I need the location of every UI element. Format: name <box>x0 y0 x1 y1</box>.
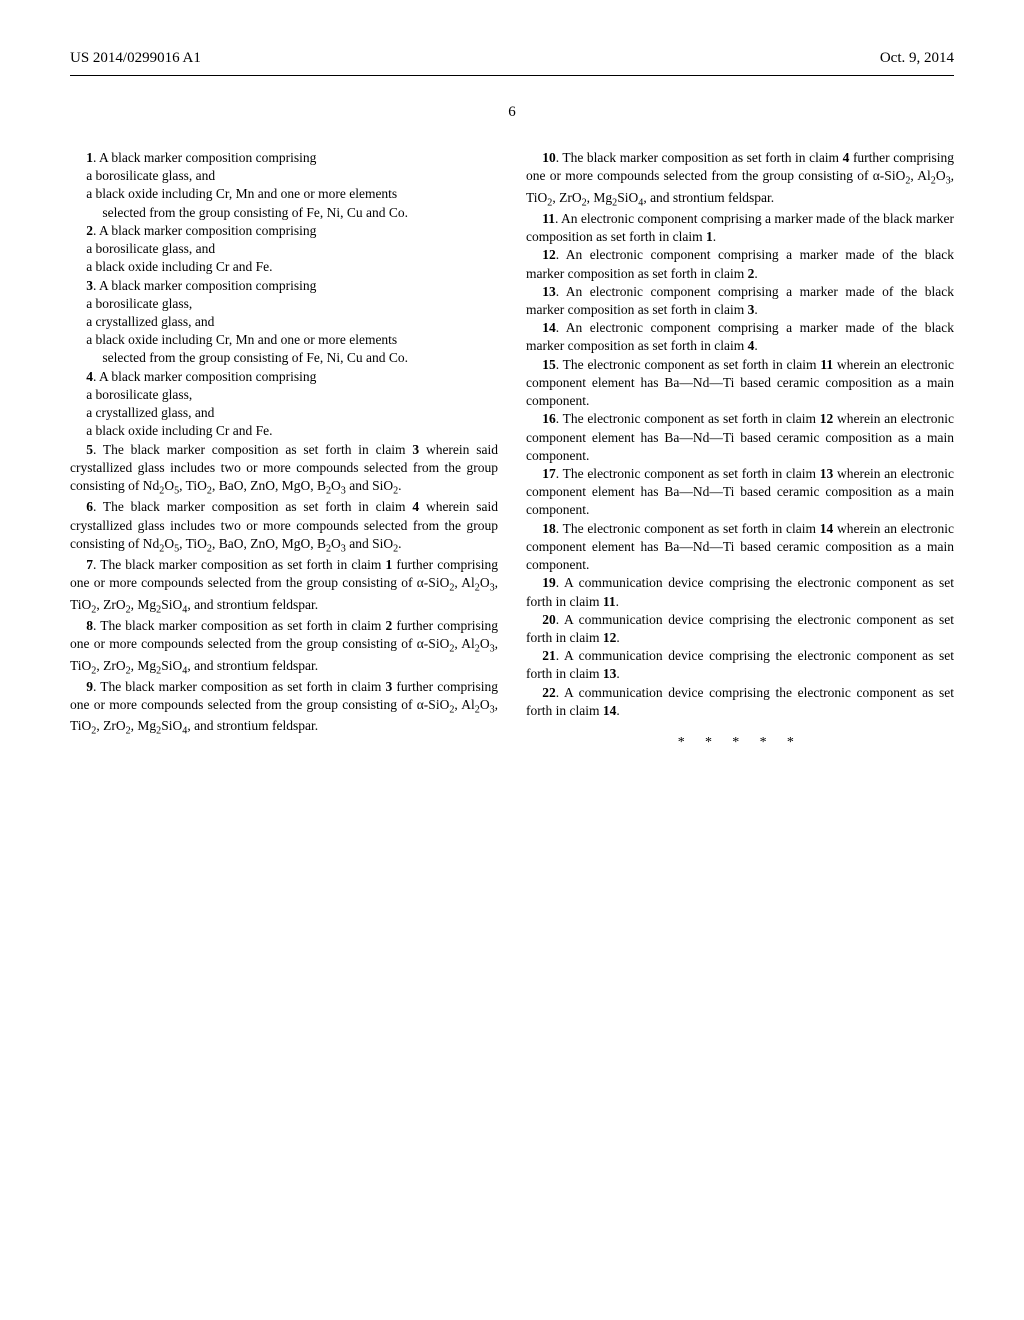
claim-text: a black oxide including Cr, Mn and one o… <box>70 185 498 203</box>
claim-text: 10. The black marker composition as set … <box>526 149 954 210</box>
claim-text: 19. A communication device comprising th… <box>526 574 954 610</box>
claim-text: 2. A black marker composition comprising <box>70 222 498 240</box>
page-number: 6 <box>70 104 954 121</box>
claim-text: a borosilicate glass, <box>70 386 498 404</box>
claim-text: a borosilicate glass, and <box>70 167 498 185</box>
publication-date: Oct. 9, 2014 <box>880 50 954 67</box>
end-marker: * * * * * <box>526 734 954 753</box>
claim-text: 16. The electronic component as set fort… <box>526 410 954 465</box>
claims-columns: 1. A black marker composition comprising… <box>70 149 954 753</box>
claim-text: 1. A black marker composition comprising <box>70 149 498 167</box>
claim-text: selected from the group consisting of Fe… <box>70 349 498 367</box>
claim-text: 15. The electronic component as set fort… <box>526 356 954 411</box>
publication-number: US 2014/0299016 A1 <box>70 50 201 67</box>
claim-text: 18. The electronic component as set fort… <box>526 520 954 575</box>
running-header: US 2014/0299016 A1 Oct. 9, 2014 <box>70 50 954 67</box>
claim-text: 5. The black marker composition as set f… <box>70 441 498 499</box>
claim-text: 4. A black marker composition comprising <box>70 368 498 386</box>
claim-text: a borosilicate glass, and <box>70 240 498 258</box>
claim-text: 14. An electronic component comprising a… <box>526 319 954 355</box>
claim-text: 11. An electronic component comprising a… <box>526 210 954 246</box>
claim-text: 20. A communication device comprising th… <box>526 611 954 647</box>
claims-left-column: 1. A black marker composition comprising… <box>70 149 498 753</box>
claim-text: 7. The black marker composition as set f… <box>70 556 498 617</box>
claim-text: a borosilicate glass, <box>70 295 498 313</box>
claim-text: 22. A communication device comprising th… <box>526 684 954 720</box>
claim-text: 17. The electronic component as set fort… <box>526 465 954 520</box>
claim-text: 21. A communication device comprising th… <box>526 647 954 683</box>
claim-text: 3. A black marker composition comprising <box>70 277 498 295</box>
header-divider <box>70 75 954 76</box>
claim-text: 12. An electronic component comprising a… <box>526 246 954 282</box>
claim-text: a black oxide including Cr and Fe. <box>70 258 498 276</box>
claim-text: selected from the group consisting of Fe… <box>70 204 498 222</box>
claim-text: a black oxide including Cr, Mn and one o… <box>70 331 498 349</box>
claim-text: a black oxide including Cr and Fe. <box>70 422 498 440</box>
page: US 2014/0299016 A1 Oct. 9, 2014 6 1. A b… <box>0 0 1024 803</box>
claim-text: 6. The black marker composition as set f… <box>70 498 498 556</box>
claim-text: a crystallized glass, and <box>70 313 498 331</box>
claim-text: 13. An electronic component comprising a… <box>526 283 954 319</box>
claim-text: a crystallized glass, and <box>70 404 498 422</box>
claim-text: 9. The black marker composition as set f… <box>70 678 498 739</box>
claim-text: 8. The black marker composition as set f… <box>70 617 498 678</box>
claims-right-column: 10. The black marker composition as set … <box>526 149 954 753</box>
